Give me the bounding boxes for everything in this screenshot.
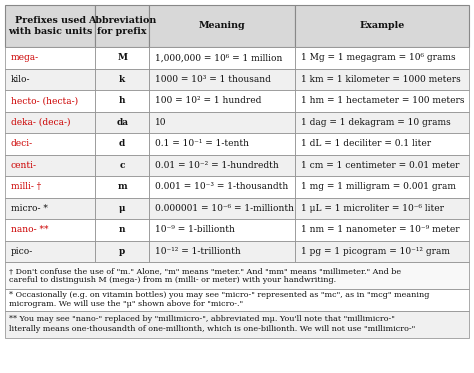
Bar <box>5 241 95 262</box>
Text: ** You may see "nano-" replaced by "millimicro-", abbreviated mμ. You'll note th: ** You may see "nano-" replaced by "mill… <box>9 316 415 333</box>
Bar <box>295 133 469 154</box>
Bar <box>95 90 149 112</box>
Bar <box>149 5 295 47</box>
Text: p: p <box>119 247 125 256</box>
Text: hecto- (hecta-): hecto- (hecta-) <box>11 96 78 105</box>
Text: * Occasionally (e.g. on vitamin bottles) you may see "micro-" represented as "mc: * Occasionally (e.g. on vitamin bottles)… <box>9 291 429 308</box>
Bar <box>5 90 95 112</box>
Bar <box>295 241 469 262</box>
Text: Meaning: Meaning <box>199 22 245 31</box>
Text: mega-: mega- <box>11 53 39 62</box>
Text: Prefixes used
with basic units: Prefixes used with basic units <box>8 16 92 36</box>
Bar <box>149 90 295 112</box>
Bar <box>5 219 95 241</box>
Text: 10: 10 <box>155 118 166 127</box>
Bar <box>295 69 469 90</box>
Text: milli- †: milli- † <box>11 182 41 191</box>
Text: d: d <box>119 139 125 148</box>
Bar <box>295 5 469 47</box>
Bar <box>295 176 469 197</box>
Text: k: k <box>119 75 125 84</box>
Text: c: c <box>119 161 125 170</box>
Bar <box>149 219 295 241</box>
Bar <box>5 176 95 197</box>
Text: 100 = 10² = 1 hundred: 100 = 10² = 1 hundred <box>155 96 261 105</box>
Text: Abbreviation
for prefix: Abbreviation for prefix <box>88 16 156 36</box>
Bar <box>5 197 95 219</box>
Text: 10⁻⁹ = 1-billionth: 10⁻⁹ = 1-billionth <box>155 225 235 234</box>
Bar <box>149 154 295 176</box>
Text: 0.001 = 10⁻³ = 1-thousandth: 0.001 = 10⁻³ = 1-thousandth <box>155 182 288 191</box>
Bar <box>5 5 95 47</box>
Text: da: da <box>116 118 128 127</box>
Text: † Don't confuse the use of "m." Alone, "m" means "meter." And "mm" means "millim: † Don't confuse the use of "m." Alone, "… <box>9 267 401 284</box>
Bar <box>95 219 149 241</box>
Bar <box>149 112 295 133</box>
Text: centi-: centi- <box>11 161 37 170</box>
Bar <box>95 112 149 133</box>
Text: deci-: deci- <box>11 139 33 148</box>
Text: 1 mg = 1 milligram = 0.001 gram: 1 mg = 1 milligram = 0.001 gram <box>301 182 456 191</box>
Bar <box>5 47 95 69</box>
Bar <box>5 154 95 176</box>
Text: Example: Example <box>359 22 405 31</box>
Bar <box>295 154 469 176</box>
Text: μ: μ <box>119 204 126 213</box>
Text: 10⁻¹² = 1-trillionth: 10⁻¹² = 1-trillionth <box>155 247 241 256</box>
Bar <box>5 310 469 338</box>
Bar <box>149 176 295 197</box>
Text: kilo-: kilo- <box>11 75 30 84</box>
Bar <box>295 197 469 219</box>
Bar <box>95 133 149 154</box>
Text: micro- *: micro- * <box>11 204 48 213</box>
Text: h: h <box>119 96 126 105</box>
Bar <box>149 69 295 90</box>
Text: n: n <box>119 225 126 234</box>
Bar <box>295 47 469 69</box>
Text: 1000 = 10³ = 1 thousand: 1000 = 10³ = 1 thousand <box>155 75 271 84</box>
Text: pico-: pico- <box>11 247 33 256</box>
Text: 1,000,000 = 10⁶ = 1 million: 1,000,000 = 10⁶ = 1 million <box>155 53 282 62</box>
Text: M: M <box>117 53 127 62</box>
Bar <box>295 219 469 241</box>
Bar <box>295 90 469 112</box>
Text: 1 Mg = 1 megagram = 10⁶ grams: 1 Mg = 1 megagram = 10⁶ grams <box>301 53 456 62</box>
Text: 1 cm = 1 centimeter = 0.01 meter: 1 cm = 1 centimeter = 0.01 meter <box>301 161 459 170</box>
Text: 1 dag = 1 dekagram = 10 grams: 1 dag = 1 dekagram = 10 grams <box>301 118 451 127</box>
Text: 1 dL = 1 deciliter = 0.1 liter: 1 dL = 1 deciliter = 0.1 liter <box>301 139 431 148</box>
Bar <box>5 133 95 154</box>
Text: deka- (deca-): deka- (deca-) <box>11 118 71 127</box>
Bar <box>95 154 149 176</box>
Text: 0.000001 = 10⁻⁶ = 1-millionth: 0.000001 = 10⁻⁶ = 1-millionth <box>155 204 294 213</box>
Bar <box>5 69 95 90</box>
Text: 1 hm = 1 hectameter = 100 meters: 1 hm = 1 hectameter = 100 meters <box>301 96 465 105</box>
Bar <box>5 289 469 310</box>
Bar <box>95 5 149 47</box>
Bar <box>149 241 295 262</box>
Text: m: m <box>118 182 127 191</box>
Bar <box>5 112 95 133</box>
Text: 1 μL = 1 microliter = 10⁻⁶ liter: 1 μL = 1 microliter = 10⁻⁶ liter <box>301 204 444 213</box>
Text: 0.01 = 10⁻² = 1-hundredth: 0.01 = 10⁻² = 1-hundredth <box>155 161 279 170</box>
Text: 1 pg = 1 picogram = 10⁻¹² gram: 1 pg = 1 picogram = 10⁻¹² gram <box>301 247 450 256</box>
Text: nano- **: nano- ** <box>11 225 48 234</box>
Text: 1 nm = 1 nanometer = 10⁻⁹ meter: 1 nm = 1 nanometer = 10⁻⁹ meter <box>301 225 460 234</box>
Bar <box>95 241 149 262</box>
Bar <box>149 197 295 219</box>
Bar <box>95 47 149 69</box>
Text: 0.1 = 10⁻¹ = 1-tenth: 0.1 = 10⁻¹ = 1-tenth <box>155 139 249 148</box>
Bar <box>295 112 469 133</box>
Bar <box>95 69 149 90</box>
Bar <box>149 133 295 154</box>
Text: 1 km = 1 kilometer = 1000 meters: 1 km = 1 kilometer = 1000 meters <box>301 75 461 84</box>
Bar <box>95 197 149 219</box>
Bar <box>149 47 295 69</box>
Bar <box>95 176 149 197</box>
Bar <box>5 262 469 289</box>
